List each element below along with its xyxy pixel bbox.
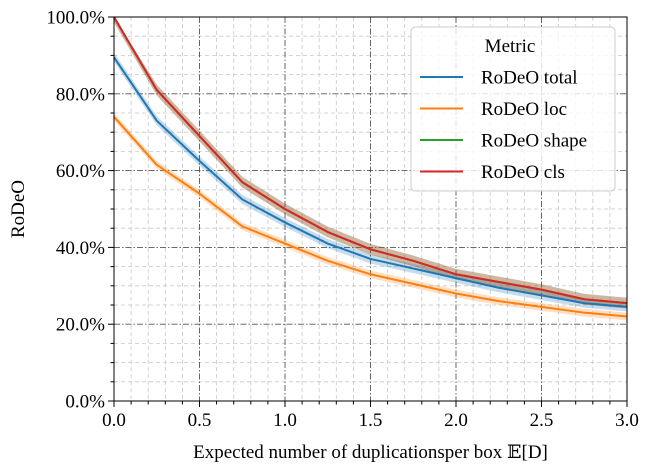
rodeo-total-legend-label: RoDeO total bbox=[481, 68, 578, 89]
x-tick-label: 2.0 bbox=[444, 410, 468, 431]
rodeo-loc-line bbox=[113, 116, 628, 318]
series-lines bbox=[113, 16, 628, 318]
x-tick-label: 1.0 bbox=[273, 410, 297, 431]
x-tick-label: 2.5 bbox=[530, 410, 554, 431]
x-tick-label: 3.0 bbox=[615, 410, 639, 431]
legend-entries: RoDeO total RoDeO loc RoDeO shape RoDeO cls bbox=[420, 68, 587, 183]
y-tick-label: 40.0% bbox=[56, 238, 105, 259]
axis-ticks bbox=[108, 16, 628, 407]
rodeo-cls-legend-label: RoDeO cls bbox=[481, 162, 565, 183]
y-tick-label: 20.0% bbox=[56, 315, 105, 336]
y-tick-label: 100.0% bbox=[46, 8, 105, 29]
legend-box bbox=[410, 26, 616, 192]
y-axis-label: RoDeO bbox=[8, 180, 29, 238]
x-tick-label: 0.0 bbox=[102, 410, 126, 431]
x-tick-label: 0.5 bbox=[188, 410, 212, 431]
rodeo-total-line bbox=[113, 56, 628, 308]
y-tick-label: 60.0% bbox=[56, 161, 105, 182]
tick-labels: 0.0 0.5 1.0 1.5 2.0 2.5 3.0 0.0% 20.0% 40.0% 60.0%… bbox=[46, 8, 638, 432]
rodeo-loc-legend-label: RoDeO loc bbox=[481, 99, 567, 120]
y-tick-label: 0.0% bbox=[65, 392, 105, 413]
rodeo-cls-line bbox=[113, 16, 628, 305]
x-tick-label: 1.5 bbox=[359, 410, 383, 431]
x-axis-label: Expected number of duplicationsper box 𝔼… bbox=[193, 442, 548, 463]
rodeo-shape-legend-label: RoDeO shape bbox=[481, 131, 587, 152]
y-tick-label: 80.0% bbox=[56, 84, 105, 105]
legend-title: Metric bbox=[485, 36, 536, 57]
